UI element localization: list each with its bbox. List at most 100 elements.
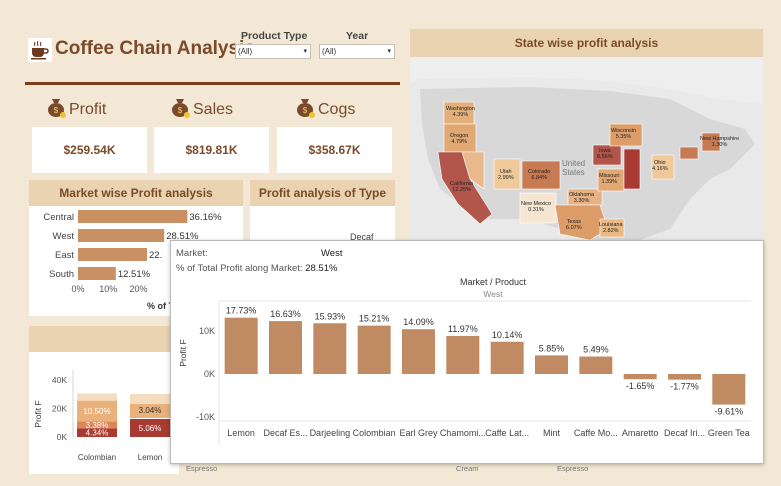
tooltip-bar-label: -1.65% (626, 381, 655, 391)
tooltip-bar-label: 15.93% (315, 311, 346, 321)
tooltip-bar-label: -1.77% (670, 382, 699, 392)
svg-text:$: $ (303, 106, 308, 115)
state-texas (554, 204, 609, 241)
state-illinois (623, 148, 641, 190)
tooltip-x-label: Decaf Es... (263, 428, 307, 438)
market-x-tick: 0% (71, 284, 84, 294)
state-label-iowa: Iowa 8.56% (597, 148, 613, 160)
product-type-filter-label: Product Type (241, 30, 308, 42)
state-louisiana (599, 218, 625, 238)
product-y-axis-title: Profit F (33, 400, 43, 427)
type-legend-label: Decaf (350, 232, 374, 242)
tooltip-x-label: Darjeeling (310, 428, 351, 438)
tooltip-y-tick: -10K (196, 412, 215, 422)
money-bag-icon: $ (172, 99, 190, 118)
state-label-new-hampshire: New Hampshire 1.30% (700, 136, 740, 148)
tooltip-bar-label: 17.73% (226, 306, 257, 316)
tooltip-x-label: Mint (543, 428, 561, 438)
product-type-dropdown[interactable]: (All) ▾ (235, 44, 311, 59)
money-bag-icon: $ (297, 99, 315, 118)
market-value-label: 22. (149, 250, 162, 261)
tooltip-bar-label: 5.49% (583, 345, 609, 355)
profit-kpi-label: Profit (69, 101, 107, 118)
product-stack-label: 3.38% (86, 421, 109, 430)
state-label-ohio: Ohio 4.16% (652, 160, 668, 172)
year-dropdown[interactable]: (All) ▾ (319, 44, 395, 59)
product-stack-segment (130, 394, 170, 404)
tooltip-bar (313, 323, 347, 374)
coffee-cup-icon (28, 38, 52, 62)
tooltip-x-label: Lemon (227, 428, 255, 438)
state-label-washington: Washington 4.39% (446, 106, 475, 118)
money-bag-icon: $ (48, 99, 66, 118)
country-label: United States (562, 159, 586, 177)
tooltip-bar-label: -9.61% (715, 407, 744, 417)
tooltip-bar (490, 341, 524, 374)
tooltip-x-label: Amaretto (622, 428, 659, 438)
tooltip-y-tick: 10K (199, 326, 215, 336)
tooltip-x-label: Chamomi... (440, 428, 486, 438)
tooltip-bar (712, 374, 746, 405)
tooltip-x-label: Colombian (353, 428, 396, 438)
state-colorado (521, 160, 561, 190)
state-label-oregon: Oregon 4.79% (450, 133, 469, 145)
state-label-louisiana: Louisiana 2.82% (599, 222, 623, 234)
year-filter-label: Year (346, 30, 369, 42)
tooltip-chart-subtitle: West (483, 289, 503, 299)
market-tooltip: Market: West % of Total Profit along Mar… (170, 240, 764, 464)
tooltip-bar-label: 15.21% (359, 314, 390, 324)
dashboard-title: Coffee Chain Analysis (55, 38, 255, 59)
market-value-label: 28.51% (166, 231, 199, 242)
sales-kpi-label: Sales (193, 101, 234, 118)
product-stack-label: 3.04% (139, 406, 162, 415)
tooltip-market-value: West (321, 248, 343, 259)
market-value-label: 36.16% (189, 212, 222, 223)
product-stacked-bar-chart[interactable]: Profit F 40K 20K 0K 4.34%3.38% 10.50% 3.04% 5.0… (29, 352, 179, 474)
market-category-label: Central (43, 212, 74, 223)
svg-text:$: $ (178, 106, 183, 115)
tooltip-bar (535, 355, 568, 374)
map-panel-title: State wise profit analysis (410, 29, 763, 57)
tooltip-y-tick: 0K (204, 369, 215, 379)
tooltip-bar-chart[interactable]: Profit F 10K 0K -10K 17.73% Lemon 16.63% Decaf … (171, 299, 765, 463)
product-y-tick: 40K (52, 375, 67, 385)
tooltip-chart-title: Market / Product (459, 277, 527, 287)
tooltip-pct-label: % of Total Profit along Market: (176, 263, 303, 274)
state-nevada (461, 151, 485, 190)
tooltip-x-label: Green Tea (708, 428, 750, 438)
type-panel-title: Profit analysis of Type (250, 180, 395, 206)
bottom-label-espresso-1: Espresso (186, 464, 218, 473)
tooltip-bar (623, 374, 657, 380)
product-stack-segment-top (77, 393, 117, 401)
us-map[interactable] (410, 29, 763, 241)
market-category-label: South (49, 269, 74, 280)
tooltip-bar (402, 329, 435, 374)
market-category-label: West (53, 231, 75, 242)
product-type-value: (All) (238, 47, 253, 56)
state-label-new-mexico: New Mexico 0.31% (521, 201, 551, 213)
product-panel-header (29, 326, 179, 352)
tooltip-bar (579, 356, 613, 374)
bottom-label-espresso-2: Espresso (557, 464, 589, 473)
product-x-label: Colombian (78, 453, 116, 462)
tooltip-market-label: Market: (176, 248, 208, 259)
tooltip-bar-label: 16.63% (270, 309, 301, 319)
market-x-tick: 10% (99, 284, 117, 294)
state-label-california: California 12.25% (450, 181, 474, 193)
tooltip-x-label: Caffe Mo... (574, 428, 618, 438)
state-new-hampshire (701, 132, 721, 152)
tooltip-bar (357, 325, 391, 374)
state-shapes[interactable] (437, 101, 721, 241)
tooltip-bar (668, 374, 701, 380)
title-divider (25, 82, 400, 85)
market-value-label: 12.51% (118, 269, 151, 280)
market-bar-chart[interactable]: Central 36.16% West 28.51% East 22. South 12.51… (29, 206, 243, 316)
market-x-axis-title: % of Total (147, 301, 189, 311)
product-y-tick: 0K (57, 432, 68, 442)
year-value: (All) (322, 47, 337, 56)
tooltip-x-label: Decaf Iri... (664, 428, 705, 438)
market-bar (78, 248, 148, 261)
tooltip-x-label: Earl Grey (399, 428, 438, 438)
state-oregon (443, 123, 477, 153)
state-label-utah: Utah 2.99% (498, 169, 514, 181)
